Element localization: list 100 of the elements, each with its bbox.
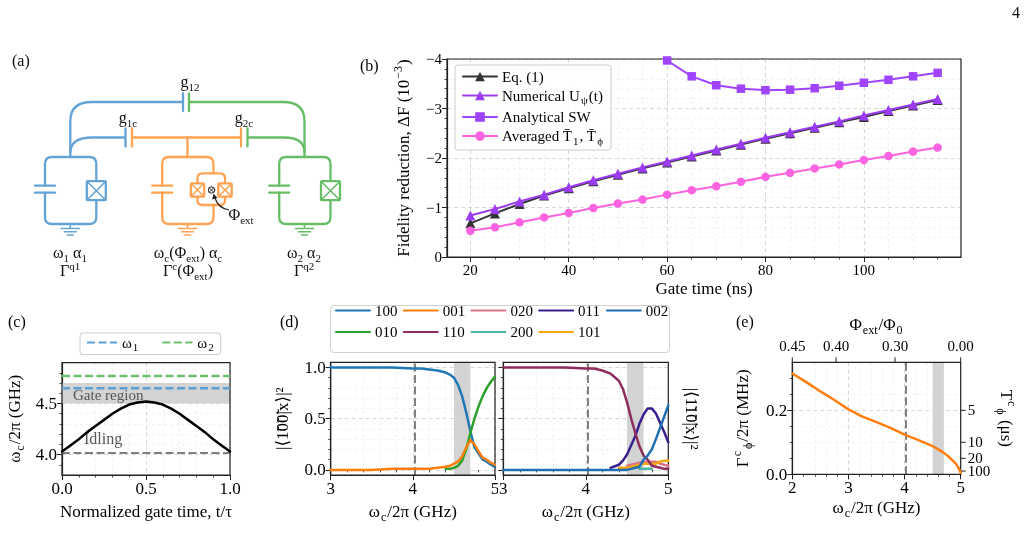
text: g$_{2c}$: [234, 109, 254, 129]
point: [908, 147, 918, 156]
y-tick-label: −3: [426, 100, 442, 117]
legend-label: 101: [578, 324, 601, 340]
point: [810, 164, 819, 173]
y2-axis-title: Tcϕ (μs): [993, 389, 1019, 447]
y-tick-label: 4.5: [35, 394, 57, 414]
x-tick-label: 1.0: [219, 479, 241, 498]
y-axis-title: |⟨1̃1̃0̃|x⟩|²: [682, 387, 702, 450]
x-axis-title: Gate time (ns): [655, 279, 753, 298]
point: [638, 195, 647, 204]
x-tick-label: 40: [561, 261, 577, 278]
legend-label: Eq. (1): [502, 68, 544, 86]
x-axis-title: Normalized gate time, t/τ: [59, 502, 233, 521]
line-series: [329, 366, 497, 469]
point: [835, 160, 844, 169]
point: [490, 223, 500, 232]
point: [515, 218, 524, 227]
text: 0.40: [822, 338, 850, 355]
point: [884, 75, 893, 85]
point: [564, 208, 573, 218]
x-tick-label: 20: [462, 261, 478, 278]
legend-label: 002: [645, 302, 669, 319]
y-tick-label: −4: [426, 51, 443, 67]
point: [785, 85, 795, 94]
text: 0.45: [779, 338, 806, 355]
x-tick-label: 0.5: [135, 479, 157, 498]
x-tick-label: 5: [664, 479, 673, 498]
point: [933, 143, 942, 152]
point: [489, 203, 500, 214]
y-axis-title: ωc/2π (GHz): [5, 374, 27, 463]
text: ω$_{1}$ α$_{1}$: [53, 244, 87, 264]
x-tick-label: 80: [757, 261, 773, 278]
point: [466, 226, 475, 236]
text: 10: [967, 434, 983, 451]
x-tick-label: 4: [581, 479, 591, 498]
point: [613, 199, 623, 208]
legend-label: 100: [375, 302, 398, 319]
y-axis-title: |⟨1̃0̃0̃|x⟩|²: [272, 387, 292, 450]
legend-label: Analytical SW: [502, 109, 592, 125]
point: [712, 80, 721, 90]
y-tick-label: 1.0: [304, 357, 326, 377]
legend-label: 010: [375, 324, 398, 340]
band-label: Gate region: [73, 386, 144, 403]
point: [736, 84, 746, 93]
chart-title: (b): [360, 56, 379, 75]
point: [539, 213, 549, 222]
point: [687, 72, 696, 81]
y-axis-title: Fidelity reduction, ΔF (10−3): [391, 59, 413, 257]
x-tick-label: 60: [659, 261, 675, 278]
text: Φ$_{ext}$: [228, 206, 254, 226]
x-tick-label: 100: [852, 261, 876, 278]
y-tick-label: −1: [426, 199, 442, 216]
x-tick-label: 0.0: [51, 479, 73, 498]
x-tick-label: 4: [408, 479, 418, 498]
x-tick-label: 3: [844, 478, 853, 498]
point: [908, 72, 918, 81]
point: [662, 190, 672, 199]
point: [687, 185, 696, 195]
legend-label: 200: [510, 324, 533, 340]
x-tick-label: 3: [326, 479, 335, 498]
y-tick-label: 0: [434, 249, 442, 265]
point: [662, 56, 672, 65]
point: [589, 203, 598, 213]
point: [736, 177, 746, 187]
text: 0.30: [881, 338, 909, 355]
text: ω$_{c}$(Φ$_{ext}$) α$_{c}$: [153, 244, 223, 264]
point: [859, 155, 869, 165]
point: [465, 210, 476, 221]
y-tick-label: 0.2: [766, 400, 788, 420]
text: 4: [1012, 4, 1020, 21]
legend-label: 011: [578, 302, 601, 319]
chart-title: (c): [8, 312, 26, 331]
chart-title: (d): [280, 312, 299, 331]
point: [884, 151, 893, 161]
legend-label: 110: [442, 324, 465, 340]
x-tick-label: 5: [490, 479, 500, 498]
line-series: [329, 438, 497, 472]
chart-title: (e): [736, 312, 754, 331]
point: [835, 81, 844, 90]
legend-label: 020: [510, 302, 533, 319]
legend-label: 001: [442, 302, 466, 319]
text: ω$_{2}$ α$_{2}$: [287, 244, 321, 264]
line-series: [791, 372, 962, 474]
y-axis-title: Γcϕ/2π (MHz): [730, 369, 756, 468]
point: [810, 83, 819, 93]
text: 0.00: [947, 338, 974, 355]
x-tick-label: 4: [900, 478, 910, 498]
y-tick-label: 0.5: [304, 409, 326, 429]
x-tick-label: 5: [956, 478, 965, 498]
ref-line-label: Idling: [84, 430, 123, 449]
point: [761, 85, 770, 95]
y-tick-label: −2: [426, 150, 442, 166]
point: [712, 181, 721, 191]
point: [933, 68, 942, 78]
point: [785, 168, 795, 178]
x-tick-label: 3: [499, 479, 508, 498]
text: 5: [967, 402, 976, 419]
text: g$_{12}$: [180, 73, 200, 93]
point: [761, 172, 770, 182]
